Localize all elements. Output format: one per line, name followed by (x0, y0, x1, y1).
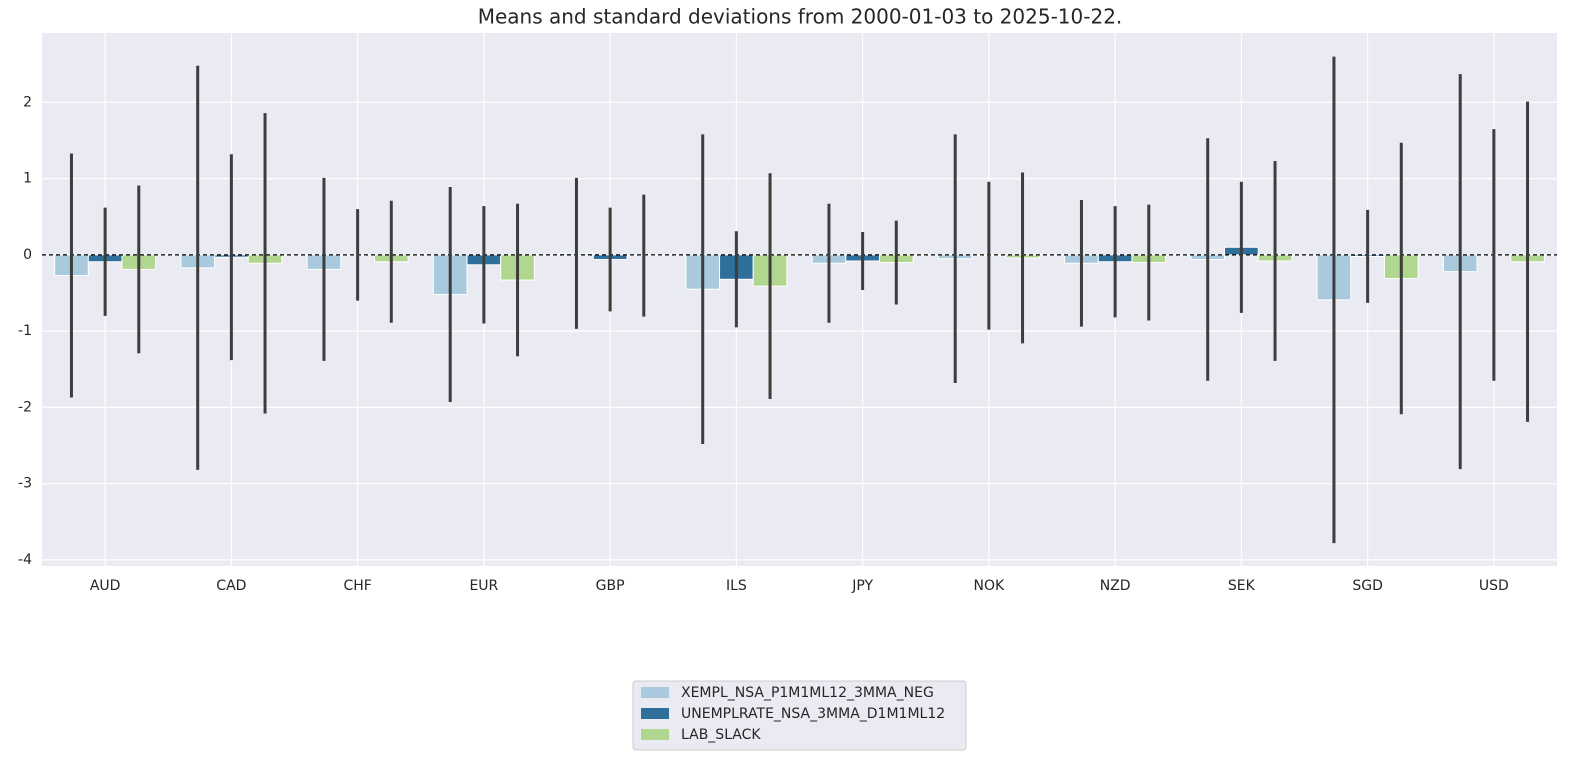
x-tick-label: NOK (974, 578, 1005, 594)
x-tick-label: SEK (1228, 578, 1256, 594)
legend-label: XEMPL_NSA_P1M1ML12_3MMA_NEG (681, 685, 934, 701)
x-tick-label: GBP (596, 578, 625, 594)
chart-title: Means and standard deviations from 2000-… (478, 5, 1123, 29)
legend-label: LAB_SLACK (681, 727, 761, 743)
x-tick-label: JPY (851, 578, 873, 594)
y-tick-label: 2 (23, 94, 32, 110)
legend-label: UNEMPLRATE_NSA_3MMA_D1M1ML12 (681, 706, 945, 722)
legend-box (632, 680, 967, 751)
x-tick-label: ILS (726, 578, 747, 594)
y-tick-label: -2 (18, 399, 32, 415)
x-tick-label: EUR (469, 578, 498, 594)
legend-swatch (641, 687, 669, 698)
legend: XEMPL_NSA_P1M1ML12_3MMA_NEG UNEMPLRATE_NS… (632, 680, 967, 751)
x-tick-label: NZD (1100, 578, 1131, 594)
x-tick-label: AUD (90, 578, 121, 594)
legend-swatch (641, 729, 669, 740)
y-tick-label: -1 (18, 323, 32, 339)
x-tick-label: CHF (343, 578, 371, 594)
y-tick-label: -3 (18, 476, 32, 492)
x-tick-label: USD (1479, 578, 1509, 594)
legend-swatch (641, 708, 669, 719)
x-tick-label: CAD (216, 578, 246, 594)
y-tick-label: 0 (23, 247, 32, 263)
plot-area (42, 33, 1557, 566)
y-tick-label: -4 (18, 552, 32, 568)
x-tick-label: SGD (1352, 578, 1383, 594)
y-tick-label: 1 (23, 171, 32, 187)
